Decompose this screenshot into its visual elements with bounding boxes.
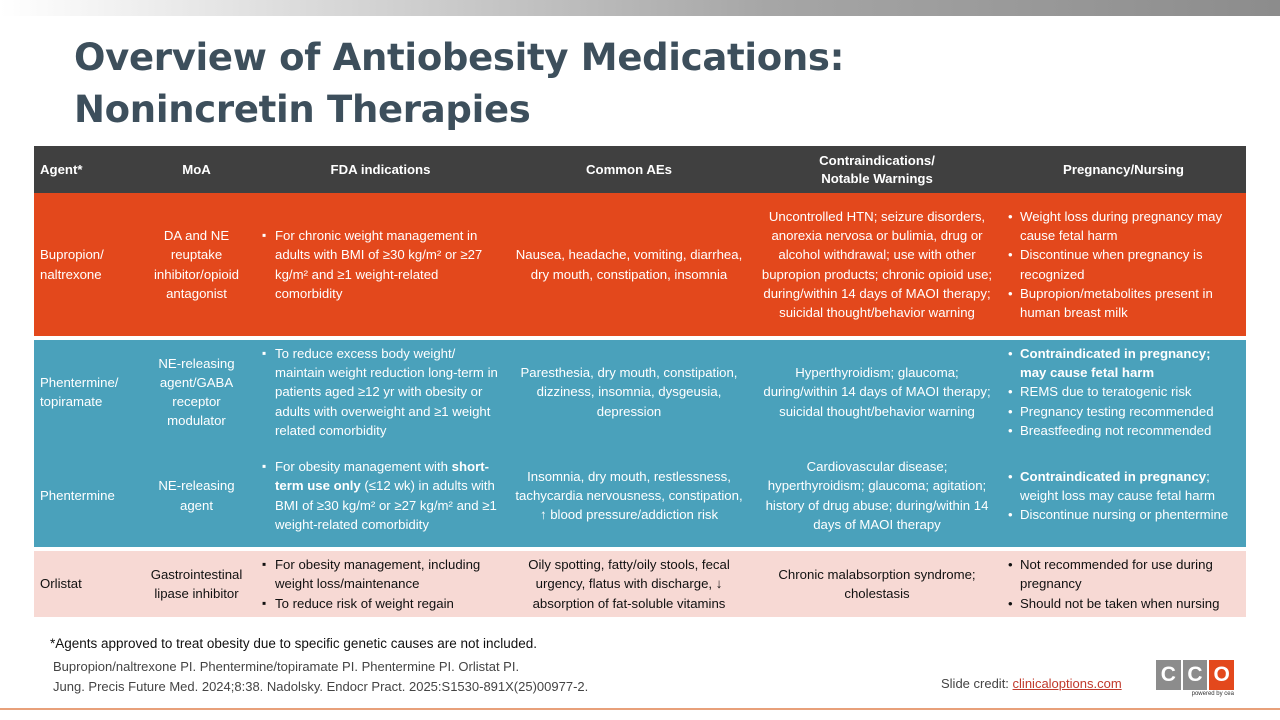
logo-letter-c1: C xyxy=(1156,660,1181,690)
slide-credit-label: Slide credit: xyxy=(941,676,1013,691)
pregnancy-warning-rest: ; weight loss may cause fetal harm xyxy=(1020,468,1215,503)
title-line-2: Nonincretin Therapies xyxy=(74,88,531,131)
table-row: Orlistat Gastrointestinal lipase inhibit… xyxy=(34,549,1246,617)
header-contra-line-1: Contraindications/ xyxy=(819,152,935,168)
reference-line-1: Bupropion/naltrexone PI. Phentermine/top… xyxy=(53,659,520,674)
pregnancy-item: Weight loss during pregnancy may cause f… xyxy=(1007,207,1240,245)
aes-cell: Oily spotting, fatty/oily stools, fecal … xyxy=(505,549,753,617)
cco-logo: C C O powered by cea xyxy=(1156,660,1235,706)
fda-text-post: (≤12 wk) in adults with BMI of ≥30 kg/m²… xyxy=(275,478,497,532)
fda-cell: For chronic weight management in adults … xyxy=(256,193,505,340)
header-pregnancy-nursing: Pregnancy/Nursing xyxy=(1001,146,1246,193)
pregnancy-cell: Contraindicated in pregnancy; weight los… xyxy=(1001,444,1246,551)
pregnancy-item: Discontinue when pregnancy is recognized xyxy=(1007,245,1240,283)
logo-letter-c2: C xyxy=(1182,660,1208,690)
moa-cell: NE-releasing agent/GABA receptor modulat… xyxy=(137,338,256,444)
fda-text-pre: For obesity management with xyxy=(275,459,452,475)
header-moa: MoA xyxy=(137,146,256,193)
footnote: *Agents approved to treat obesity due to… xyxy=(50,636,538,651)
fda-cell: To reduce excess body weight/ maintain w… xyxy=(256,338,505,444)
fda-item: For chronic weight management in adults … xyxy=(262,226,499,303)
table-header-row: Agent* MoA FDA indications Common AEs Co… xyxy=(34,146,1246,193)
pregnancy-item-bold: Contraindicated in pregnancy; may cause … xyxy=(1007,344,1240,382)
fda-item: For obesity management with short-term u… xyxy=(262,457,499,534)
agent-name-line-2: topiramate xyxy=(40,394,103,409)
title-line-1: Overview of Antiobesity Medications: xyxy=(74,36,845,79)
table-row: Phentermine/ topiramate NE-releasing age… xyxy=(34,338,1246,444)
moa-cell: NE-releasing agent xyxy=(137,444,256,551)
header-common-aes: Common AEs xyxy=(505,146,753,193)
bottom-accent-line xyxy=(0,708,1280,710)
pregnancy-warning-bold: Contraindicated in pregnancy; may cause … xyxy=(1020,345,1211,381)
fda-item: To reduce excess body weight/ maintain w… xyxy=(262,344,499,440)
pregnancy-item-bold: Contraindicated in pregnancy; weight los… xyxy=(1007,467,1240,505)
table-row: Bupropion/ naltrexone DA and NE reuptake… xyxy=(34,193,1246,340)
contra-cell: Cardiovascular disease; hyperthyroidism;… xyxy=(753,444,1001,551)
reference-line-2: Jung. Precis Future Med. 2024;8:38. Nado… xyxy=(53,679,589,694)
fda-item: For obesity management, including weight… xyxy=(262,555,499,593)
pregnancy-cell: Weight loss during pregnancy may cause f… xyxy=(1001,193,1246,340)
logo-tagline: powered by cea xyxy=(1191,691,1234,697)
header-contra-line-2: Notable Warnings xyxy=(821,170,933,186)
pregnancy-item: REMS due to teratogenic risk xyxy=(1007,382,1240,401)
fda-cell: For obesity management, including weight… xyxy=(256,549,505,617)
header-fda-indications: FDA indications xyxy=(256,146,505,193)
agent-cell: Phentermine xyxy=(34,444,137,551)
pregnancy-item: Not recommended for use during pregnancy xyxy=(1007,555,1240,593)
logo-letter-o: O xyxy=(1209,660,1235,690)
agent-name-line-2: naltrexone xyxy=(40,266,102,282)
medications-table: Agent* MoA FDA indications Common AEs Co… xyxy=(34,146,1246,617)
table-row: Phentermine NE-releasing agent For obesi… xyxy=(34,444,1246,551)
agent-cell: Phentermine/ topiramate xyxy=(34,338,137,444)
aes-cell: Paresthesia, dry mouth, constipation, di… xyxy=(505,338,753,444)
pregnancy-item: Discontinue nursing or phentermine xyxy=(1007,505,1240,524)
fda-item: To reduce risk of weight regain xyxy=(262,594,499,613)
agent-cell: Orlistat xyxy=(34,549,137,617)
references: Bupropion/naltrexone PI. Phentermine/top… xyxy=(53,657,588,697)
top-gradient-bar xyxy=(0,0,1280,16)
aes-cell: Nausea, headache, vomiting, diarrhea, dr… xyxy=(505,193,753,340)
moa-cell: Gastrointestinal lipase inhibitor xyxy=(137,549,256,617)
clinicaloptions-link[interactable]: clinicaloptions.com xyxy=(1012,676,1122,691)
contra-cell: Chronic malabsorption syndrome; cholesta… xyxy=(753,549,1001,617)
pregnancy-item: Should not be taken when nursing xyxy=(1007,594,1240,613)
fda-cell: For obesity management with short-term u… xyxy=(256,444,505,551)
aes-cell: Insomnia, dry mouth, restlessness, tachy… xyxy=(505,444,753,551)
slide-title: Overview of Antiobesity Medications: Non… xyxy=(74,32,1174,136)
pregnancy-item: Breastfeeding not recommended xyxy=(1007,421,1240,440)
pregnancy-item: Bupropion/metabolites present in human b… xyxy=(1007,284,1240,322)
pregnancy-item: Pregnancy testing recommended xyxy=(1007,402,1240,421)
header-agent: Agent* xyxy=(34,146,137,193)
slide-credit: Slide credit: clinicaloptions.com xyxy=(941,676,1122,691)
contra-cell: Hyperthyroidism; glaucoma; during/within… xyxy=(753,338,1001,444)
contra-cell: Uncontrolled HTN; seizure disorders, ano… xyxy=(753,193,1001,340)
agent-name-line-1: Bupropion/ xyxy=(40,247,104,263)
pregnancy-warning-bold: Contraindicated in pregnancy xyxy=(1020,468,1207,484)
fda-text-bold: short-term use only xyxy=(275,459,490,494)
moa-cell: DA and NE reuptake inhibitor/opioid anta… xyxy=(137,193,256,340)
agent-cell: Bupropion/ naltrexone xyxy=(34,193,137,340)
header-contraindications: Contraindications/ Notable Warnings xyxy=(753,146,1001,193)
agent-name-line-1: Phentermine/ xyxy=(40,374,119,390)
pregnancy-cell: Contraindicated in pregnancy; may cause … xyxy=(1001,338,1246,444)
pregnancy-cell: Not recommended for use during pregnancy… xyxy=(1001,549,1246,617)
